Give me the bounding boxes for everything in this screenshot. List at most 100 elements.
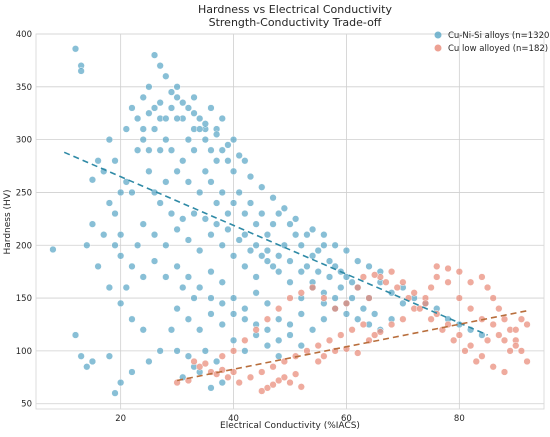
data-point-cu-ni-si <box>173 225 181 234</box>
data-point-cu-ni-si <box>201 347 209 355</box>
data-point-cu-ni-si <box>207 178 215 186</box>
data-point-cu-low-alloyed <box>184 376 193 385</box>
data-point-cu-ni-si <box>235 151 243 160</box>
data-point-cu-ni-si <box>156 347 164 355</box>
data-point-cu-low-alloyed <box>291 370 300 378</box>
data-point-cu-ni-si <box>325 273 334 281</box>
data-point-cu-ni-si <box>399 299 407 308</box>
data-point-cu-low-alloyed <box>500 368 509 376</box>
data-point-cu-ni-si <box>207 146 215 154</box>
data-point-cu-low-alloyed <box>337 331 345 339</box>
data-point-cu-low-alloyed <box>201 359 209 368</box>
data-point-cu-ni-si <box>179 99 187 107</box>
legend-marker-cu-ni-si <box>434 31 442 39</box>
data-point-cu-ni-si <box>184 236 193 244</box>
data-point-cu-ni-si <box>139 326 147 334</box>
data-point-cu-ni-si <box>263 299 272 308</box>
data-point-cu-low-alloyed <box>450 336 458 344</box>
data-point-cu-low-alloyed <box>393 283 401 292</box>
data-point-cu-ni-si <box>184 104 193 112</box>
data-point-cu-ni-si <box>162 178 170 186</box>
data-point-cu-ni-si <box>229 199 238 207</box>
data-point-cu-low-alloyed <box>218 352 226 360</box>
data-point-cu-ni-si <box>252 273 260 281</box>
data-point-cu-ni-si <box>241 315 249 323</box>
data-point-cu-ni-si <box>117 231 125 239</box>
data-point-cu-ni-si <box>478 331 486 339</box>
data-point-cu-ni-si <box>179 157 187 165</box>
data-point-cu-low-alloyed <box>399 278 407 286</box>
data-point-cu-low-alloyed <box>286 294 294 302</box>
data-point-cu-ni-si <box>229 167 238 175</box>
data-point-cu-ni-si <box>150 231 159 239</box>
data-point-cu-ni-si <box>224 225 232 234</box>
data-point-cu-ni-si <box>252 220 260 228</box>
data-point-cu-ni-si <box>325 257 334 265</box>
data-point-cu-ni-si <box>139 135 147 144</box>
data-point-cu-ni-si <box>241 262 249 271</box>
data-point-cu-low-alloyed <box>325 336 334 344</box>
data-point-cu-ni-si <box>258 252 266 260</box>
y-tick-label: 300 <box>16 136 32 146</box>
data-point-cu-ni-si <box>145 357 153 366</box>
data-point-cu-ni-si <box>201 120 209 128</box>
data-point-cu-ni-si <box>348 294 356 302</box>
data-point-cu-ni-si <box>179 283 187 292</box>
data-point-cu-ni-si <box>218 188 226 197</box>
data-point-cu-low-alloyed <box>354 283 362 292</box>
data-point-cu-ni-si <box>150 51 159 59</box>
data-point-cu-ni-si <box>173 83 181 91</box>
data-point-cu-ni-si <box>133 114 142 123</box>
data-point-cu-ni-si <box>190 109 198 117</box>
legend-marker-cu-low-alloyed <box>434 44 442 52</box>
data-point-cu-ni-si <box>133 146 142 154</box>
data-point-cu-ni-si <box>139 273 147 281</box>
data-point-cu-ni-si <box>167 104 176 112</box>
data-point-cu-ni-si <box>207 268 215 276</box>
data-point-cu-ni-si <box>145 83 153 91</box>
data-point-cu-ni-si <box>212 199 221 207</box>
data-point-cu-low-alloyed <box>455 268 463 276</box>
data-point-cu-ni-si <box>258 209 266 218</box>
data-point-cu-ni-si <box>308 225 317 234</box>
data-point-cu-low-alloyed <box>196 363 204 371</box>
trendline-cu-low-alloyed <box>176 309 528 382</box>
legend-label-cu-ni-si: Cu-Ni-Si alloys (n=1320) <box>448 31 550 41</box>
data-point-cu-ni-si <box>196 114 204 123</box>
data-point-cu-ni-si <box>162 114 170 123</box>
data-point-cu-ni-si <box>229 294 238 302</box>
data-point-cu-low-alloyed <box>354 349 362 357</box>
data-point-cu-low-alloyed <box>478 273 486 281</box>
data-point-cu-ni-si <box>190 146 198 154</box>
data-point-cu-low-alloyed <box>466 341 475 350</box>
data-point-cu-ni-si <box>241 304 249 313</box>
data-point-cu-ni-si <box>297 310 305 318</box>
data-point-cu-low-alloyed <box>359 273 368 281</box>
data-point-cu-ni-si <box>139 125 147 133</box>
data-point-cu-ni-si <box>286 320 294 329</box>
data-point-cu-ni-si <box>241 209 249 218</box>
data-point-cu-low-alloyed <box>399 315 407 323</box>
chart-subtitle: Strength-Conductivity Trade-off <box>209 16 382 29</box>
trend-lines <box>63 151 528 382</box>
data-point-cu-ni-si <box>269 262 277 271</box>
data-point-cu-low-alloyed <box>320 352 328 360</box>
trendline-cu-ni-si <box>63 151 488 336</box>
data-point-cu-low-alloyed <box>387 268 396 276</box>
data-point-cu-ni-si <box>263 246 272 255</box>
data-point-cu-ni-si <box>297 241 305 249</box>
data-point-cu-ni-si <box>117 299 125 308</box>
legend: Cu-Ni-Si alloys (n=1320) Cu low alloyed … <box>434 31 550 54</box>
data-point-cu-ni-si <box>128 188 136 197</box>
data-point-cu-ni-si <box>184 135 193 144</box>
data-point-cu-low-alloyed <box>444 278 452 286</box>
x-tick-label: 40 <box>228 414 239 424</box>
data-point-cu-ni-si <box>280 204 289 212</box>
data-point-cu-ni-si <box>122 125 130 133</box>
data-point-cu-low-alloyed <box>297 289 305 297</box>
y-tick-label: 50 <box>21 400 32 410</box>
data-point-cu-low-alloyed <box>331 304 339 313</box>
data-point-cu-low-alloyed <box>506 347 514 355</box>
data-point-cu-ni-si <box>246 246 255 255</box>
data-point-cu-ni-si <box>71 331 80 339</box>
